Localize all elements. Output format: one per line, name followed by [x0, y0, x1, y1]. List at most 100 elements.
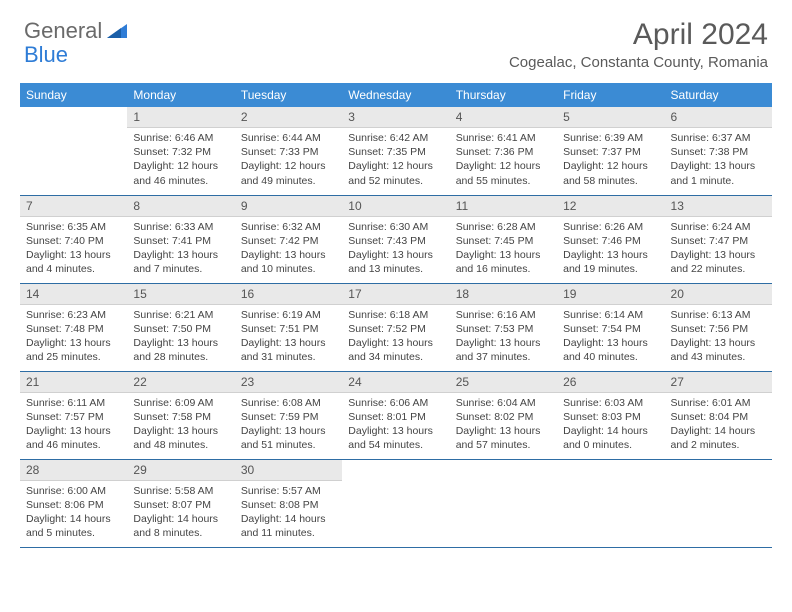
title-block: April 2024 Cogealac, Constanta County, R…	[509, 18, 768, 71]
calendar-cell: 5Sunrise: 6:39 AMSunset: 7:37 PMDaylight…	[557, 107, 664, 195]
calendar-cell: 14Sunrise: 6:23 AMSunset: 7:48 PMDayligh…	[20, 283, 127, 371]
day-number: 14	[20, 284, 127, 305]
day-number: 9	[235, 196, 342, 217]
day-number: 24	[342, 372, 449, 393]
calendar-row: .1Sunrise: 6:46 AMSunset: 7:32 PMDayligh…	[20, 107, 772, 195]
calendar-cell: 13Sunrise: 6:24 AMSunset: 7:47 PMDayligh…	[665, 195, 772, 283]
header: General April 2024 Cogealac, Constanta C…	[0, 0, 792, 79]
calendar-cell: 23Sunrise: 6:08 AMSunset: 7:59 PMDayligh…	[235, 371, 342, 459]
day-number: 10	[342, 196, 449, 217]
calendar-cell: 19Sunrise: 6:14 AMSunset: 7:54 PMDayligh…	[557, 283, 664, 371]
day-number: 3	[342, 107, 449, 128]
calendar-cell: 15Sunrise: 6:21 AMSunset: 7:50 PMDayligh…	[127, 283, 234, 371]
calendar-cell: .	[557, 459, 664, 547]
day-content: Sunrise: 6:46 AMSunset: 7:32 PMDaylight:…	[127, 128, 234, 192]
logo-blue-wrap: Blue	[24, 42, 68, 68]
calendar-body: .1Sunrise: 6:46 AMSunset: 7:32 PMDayligh…	[20, 107, 772, 547]
calendar-cell: 27Sunrise: 6:01 AMSunset: 8:04 PMDayligh…	[665, 371, 772, 459]
day-content: Sunrise: 6:13 AMSunset: 7:56 PMDaylight:…	[665, 305, 772, 369]
calendar-cell: 7Sunrise: 6:35 AMSunset: 7:40 PMDaylight…	[20, 195, 127, 283]
day-header: Saturday	[665, 83, 772, 107]
calendar-cell: .	[20, 107, 127, 195]
day-content: Sunrise: 6:42 AMSunset: 7:35 PMDaylight:…	[342, 128, 449, 192]
calendar-cell: .	[665, 459, 772, 547]
calendar-cell: 2Sunrise: 6:44 AMSunset: 7:33 PMDaylight…	[235, 107, 342, 195]
calendar-cell: .	[342, 459, 449, 547]
day-content: Sunrise: 6:11 AMSunset: 7:57 PMDaylight:…	[20, 393, 127, 457]
calendar-cell: 4Sunrise: 6:41 AMSunset: 7:36 PMDaylight…	[450, 107, 557, 195]
day-number: 6	[665, 107, 772, 128]
calendar-cell: 8Sunrise: 6:33 AMSunset: 7:41 PMDaylight…	[127, 195, 234, 283]
day-number: 30	[235, 460, 342, 481]
day-number: 26	[557, 372, 664, 393]
day-number: 20	[665, 284, 772, 305]
day-header: Friday	[557, 83, 664, 107]
calendar-cell: 9Sunrise: 6:32 AMSunset: 7:42 PMDaylight…	[235, 195, 342, 283]
calendar-cell: 24Sunrise: 6:06 AMSunset: 8:01 PMDayligh…	[342, 371, 449, 459]
calendar-head: SundayMondayTuesdayWednesdayThursdayFrid…	[20, 83, 772, 107]
logo: General	[24, 18, 129, 44]
calendar-row: 7Sunrise: 6:35 AMSunset: 7:40 PMDaylight…	[20, 195, 772, 283]
day-content: Sunrise: 6:03 AMSunset: 8:03 PMDaylight:…	[557, 393, 664, 457]
day-number: 17	[342, 284, 449, 305]
calendar-cell: 26Sunrise: 6:03 AMSunset: 8:03 PMDayligh…	[557, 371, 664, 459]
calendar-cell: 18Sunrise: 6:16 AMSunset: 7:53 PMDayligh…	[450, 283, 557, 371]
day-number: 22	[127, 372, 234, 393]
day-content: Sunrise: 6:33 AMSunset: 7:41 PMDaylight:…	[127, 217, 234, 281]
day-content: Sunrise: 6:00 AMSunset: 8:06 PMDaylight:…	[20, 481, 127, 545]
calendar-cell: 25Sunrise: 6:04 AMSunset: 8:02 PMDayligh…	[450, 371, 557, 459]
calendar-row: 28Sunrise: 6:00 AMSunset: 8:06 PMDayligh…	[20, 459, 772, 547]
calendar-cell: 20Sunrise: 6:13 AMSunset: 7:56 PMDayligh…	[665, 283, 772, 371]
day-number: 8	[127, 196, 234, 217]
day-content: Sunrise: 6:44 AMSunset: 7:33 PMDaylight:…	[235, 128, 342, 192]
calendar-cell: 29Sunrise: 5:58 AMSunset: 8:07 PMDayligh…	[127, 459, 234, 547]
day-content: Sunrise: 6:06 AMSunset: 8:01 PMDaylight:…	[342, 393, 449, 457]
calendar-cell: .	[450, 459, 557, 547]
day-content: Sunrise: 6:08 AMSunset: 7:59 PMDaylight:…	[235, 393, 342, 457]
calendar-row: 21Sunrise: 6:11 AMSunset: 7:57 PMDayligh…	[20, 371, 772, 459]
day-header: Tuesday	[235, 83, 342, 107]
day-header: Sunday	[20, 83, 127, 107]
calendar-cell: 3Sunrise: 6:42 AMSunset: 7:35 PMDaylight…	[342, 107, 449, 195]
day-content: Sunrise: 6:16 AMSunset: 7:53 PMDaylight:…	[450, 305, 557, 369]
day-number: 23	[235, 372, 342, 393]
day-header: Wednesday	[342, 83, 449, 107]
day-number: 2	[235, 107, 342, 128]
calendar-cell: 17Sunrise: 6:18 AMSunset: 7:52 PMDayligh…	[342, 283, 449, 371]
day-number: 21	[20, 372, 127, 393]
day-number: 29	[127, 460, 234, 481]
day-content: Sunrise: 6:04 AMSunset: 8:02 PMDaylight:…	[450, 393, 557, 457]
day-content: Sunrise: 6:14 AMSunset: 7:54 PMDaylight:…	[557, 305, 664, 369]
day-number: 13	[665, 196, 772, 217]
day-number: 11	[450, 196, 557, 217]
calendar-cell: 21Sunrise: 6:11 AMSunset: 7:57 PMDayligh…	[20, 371, 127, 459]
month-title: April 2024	[509, 18, 768, 52]
calendar-table: SundayMondayTuesdayWednesdayThursdayFrid…	[20, 83, 772, 548]
day-number: 1	[127, 107, 234, 128]
calendar-cell: 10Sunrise: 6:30 AMSunset: 7:43 PMDayligh…	[342, 195, 449, 283]
calendar-cell: 22Sunrise: 6:09 AMSunset: 7:58 PMDayligh…	[127, 371, 234, 459]
day-header: Monday	[127, 83, 234, 107]
day-content: Sunrise: 6:01 AMSunset: 8:04 PMDaylight:…	[665, 393, 772, 457]
day-number: 4	[450, 107, 557, 128]
day-content: Sunrise: 6:28 AMSunset: 7:45 PMDaylight:…	[450, 217, 557, 281]
day-content: Sunrise: 6:30 AMSunset: 7:43 PMDaylight:…	[342, 217, 449, 281]
day-number: 18	[450, 284, 557, 305]
logo-triangle-icon	[107, 20, 127, 43]
calendar-cell: 6Sunrise: 6:37 AMSunset: 7:38 PMDaylight…	[665, 107, 772, 195]
calendar-row: 14Sunrise: 6:23 AMSunset: 7:48 PMDayligh…	[20, 283, 772, 371]
day-number: 16	[235, 284, 342, 305]
calendar-cell: 11Sunrise: 6:28 AMSunset: 7:45 PMDayligh…	[450, 195, 557, 283]
day-content: Sunrise: 6:21 AMSunset: 7:50 PMDaylight:…	[127, 305, 234, 369]
day-number: 19	[557, 284, 664, 305]
day-number: 27	[665, 372, 772, 393]
day-number: 12	[557, 196, 664, 217]
day-content: Sunrise: 6:26 AMSunset: 7:46 PMDaylight:…	[557, 217, 664, 281]
calendar-cell: 28Sunrise: 6:00 AMSunset: 8:06 PMDayligh…	[20, 459, 127, 547]
day-content: Sunrise: 6:32 AMSunset: 7:42 PMDaylight:…	[235, 217, 342, 281]
day-header: Thursday	[450, 83, 557, 107]
calendar-cell: 1Sunrise: 6:46 AMSunset: 7:32 PMDaylight…	[127, 107, 234, 195]
day-content: Sunrise: 5:57 AMSunset: 8:08 PMDaylight:…	[235, 481, 342, 545]
location: Cogealac, Constanta County, Romania	[509, 54, 768, 71]
day-content: Sunrise: 6:23 AMSunset: 7:48 PMDaylight:…	[20, 305, 127, 369]
